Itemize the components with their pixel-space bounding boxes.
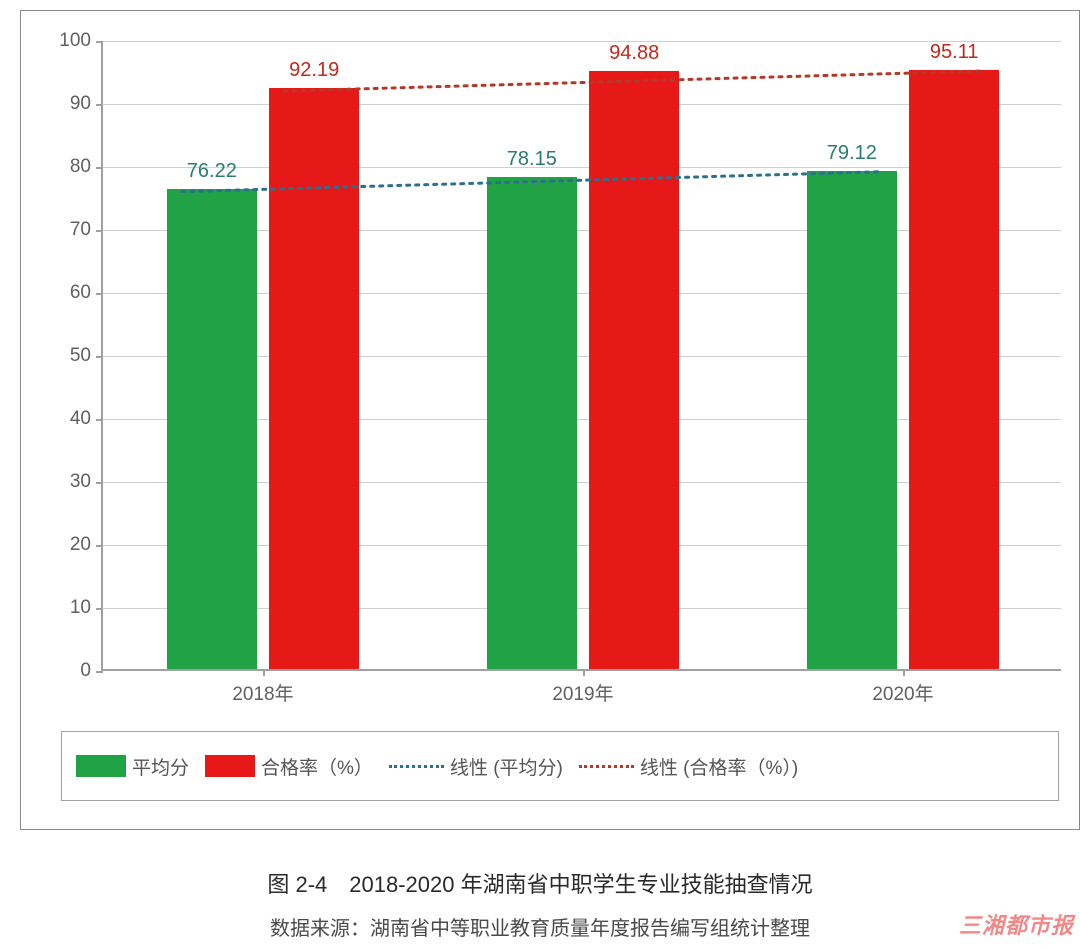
legend-label: 平均分	[132, 753, 189, 780]
grid-line	[103, 41, 1061, 42]
y-tick-label: 20	[70, 534, 103, 556]
x-category-label: 2020年	[872, 669, 933, 706]
y-tick-label: 70	[70, 219, 103, 241]
y-tick-label: 90	[70, 93, 103, 115]
x-category-label: 2019年	[552, 669, 613, 706]
bar-value-label: 76.22	[187, 160, 237, 189]
bar-avg: 78.15	[487, 177, 577, 669]
bar-pass: 92.19	[269, 88, 359, 669]
bar-pass: 94.88	[589, 71, 679, 669]
legend: 平均分 合格率（%） 线性 (平均分) 线性 (合格率（%）)	[61, 731, 1059, 801]
bar-pass: 95.11	[909, 70, 999, 669]
legend-label: 线性 (合格率（%）)	[640, 753, 798, 780]
legend-line	[389, 765, 444, 768]
legend-swatch	[205, 755, 255, 777]
chart-container: 01020304050607080901002018年76.2292.19201…	[20, 10, 1080, 830]
data-source: 数据来源：湖南省中等职业教育质量年度报告编写组统计整理	[0, 912, 1080, 941]
legend-swatch	[76, 755, 126, 777]
y-tick-label: 60	[70, 282, 103, 304]
x-category-label: 2018年	[232, 669, 293, 706]
y-tick-label: 10	[70, 597, 103, 619]
figure-caption: 图 2-4 2018-2020 年湖南省中职学生专业技能抽查情况	[0, 867, 1080, 899]
y-tick-label: 0	[80, 660, 103, 682]
bar-value-label: 79.12	[827, 142, 877, 171]
bar-value-label: 78.15	[507, 148, 557, 177]
legend-label: 合格率（%）	[261, 753, 373, 780]
y-tick-label: 30	[70, 471, 103, 493]
bar-avg: 79.12	[807, 171, 897, 669]
legend-label: 线性 (平均分)	[450, 753, 563, 780]
y-tick-label: 40	[70, 408, 103, 430]
y-tick-label: 50	[70, 345, 103, 367]
y-tick-label: 100	[59, 30, 103, 52]
y-tick-label: 80	[70, 156, 103, 178]
legend-line	[579, 765, 634, 768]
bar-avg: 76.22	[167, 189, 257, 669]
plot-area: 01020304050607080901002018年76.2292.19201…	[101, 41, 1061, 671]
watermark: 三湘都市报	[959, 908, 1074, 940]
bar-value-label: 94.88	[609, 42, 659, 71]
bar-value-label: 95.11	[930, 41, 979, 70]
bar-value-label: 92.19	[289, 59, 339, 88]
